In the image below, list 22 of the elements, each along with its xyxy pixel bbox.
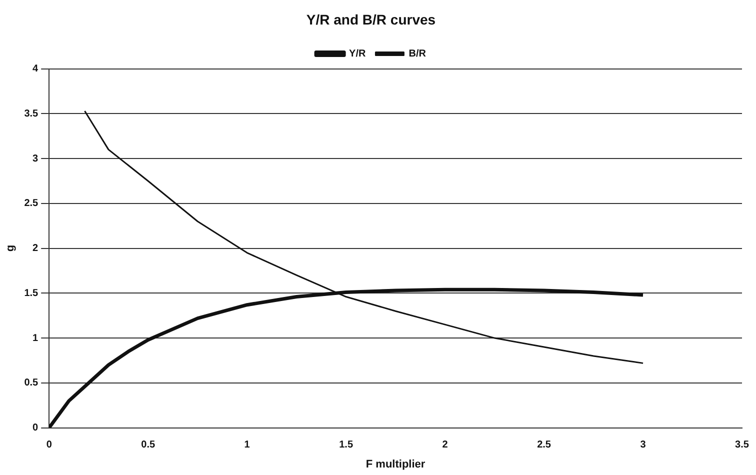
y-tick-label: 4	[32, 64, 39, 75]
y-tick-label: 0.5	[24, 378, 39, 389]
x-tick-label: 2.5	[537, 440, 552, 451]
chart-title: Y/R and B/R curves	[306, 11, 436, 28]
x-tick-label: 0	[46, 440, 52, 451]
x-axis-title: F multiplier	[366, 458, 426, 470]
y-tick-label: 2.5	[24, 198, 39, 210]
x-tick-label: 3.5	[735, 440, 750, 451]
x-tick-label: 0.5	[141, 440, 156, 451]
y-tick-label: 1.5	[24, 288, 39, 299]
y-tick-label: 3	[32, 153, 39, 164]
legend-label: Y/R	[349, 48, 366, 60]
y-tick-label: 0	[32, 422, 39, 434]
x-tick-label: 2	[442, 440, 448, 451]
x-tick-label: 3	[640, 440, 646, 451]
x-tick-label: 1	[244, 440, 250, 451]
y-tick-label: 3.5	[24, 108, 39, 120]
y-tick-label: 2	[32, 243, 39, 254]
y-axis-title: g	[4, 244, 17, 252]
x-tick-label: 1.5	[339, 440, 354, 451]
y-tick-label: 1	[32, 332, 39, 344]
legend-label: B/R	[408, 48, 427, 60]
